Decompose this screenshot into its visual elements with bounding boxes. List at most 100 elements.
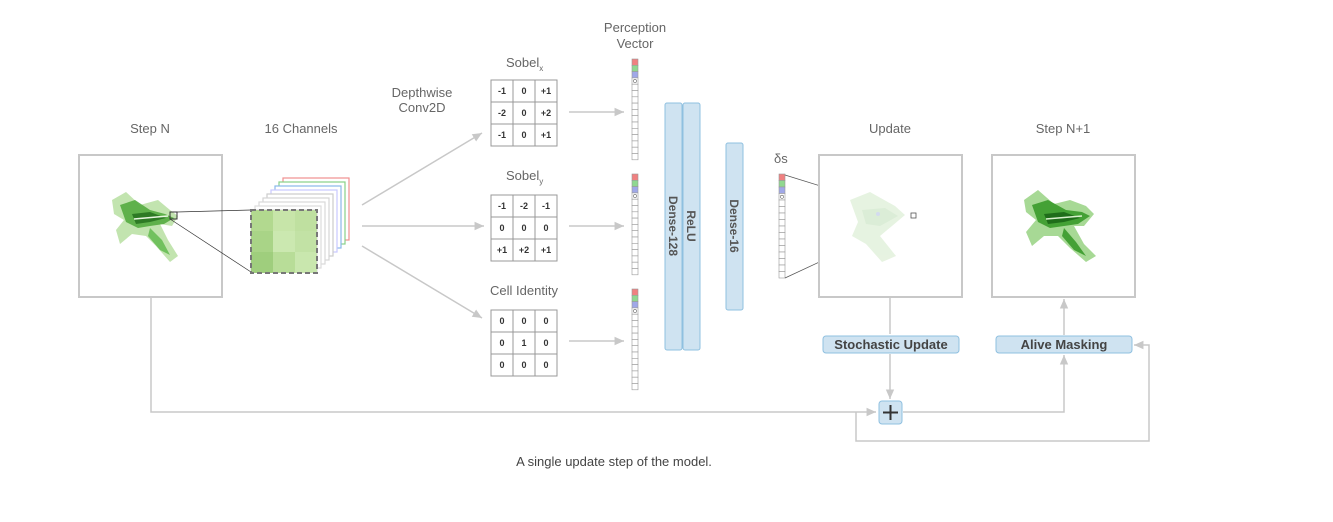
- channel-cell: [295, 231, 317, 252]
- identity-kernel: 0 0 0 0 1 0 0 0 0: [490, 309, 558, 377]
- vector-cell: [631, 332, 639, 340]
- kernel-cell-value: +2: [541, 108, 551, 118]
- kernel-cell-value: 0: [543, 316, 548, 326]
- stochastic-update-label: Stochastic Update: [834, 337, 947, 352]
- vector-cell: [631, 186, 639, 194]
- vector-cell: [631, 383, 639, 391]
- vector-cell: [631, 217, 639, 225]
- kernel-cell-value: 0: [521, 86, 526, 96]
- channel-cell: [295, 210, 317, 231]
- residual-skip-arrow: [150, 298, 876, 417]
- perception-vector: [631, 58, 639, 391]
- vector-cell: [631, 255, 639, 263]
- vector-cell: [778, 186, 786, 194]
- alive-masking-label: Alive Masking: [1021, 337, 1108, 352]
- vector-cell: [778, 199, 786, 207]
- vector-cell: [631, 180, 639, 187]
- vector-cell: [631, 294, 639, 302]
- kernel-cell: [534, 353, 558, 377]
- channel-cell: [295, 252, 317, 273]
- update-label: Update: [869, 121, 911, 136]
- dense-128-layer: [664, 102, 683, 351]
- kernel-cell-value: 0: [499, 338, 504, 348]
- kernel-cell-value: -1: [498, 201, 506, 211]
- alive-masking-button[interactable]: [995, 335, 1133, 354]
- vector-cell: [778, 219, 786, 227]
- vector-cell: [631, 96, 639, 104]
- kernel-cell-value: 0: [499, 316, 504, 326]
- vector-cell: [778, 258, 786, 266]
- kernel-cell-value: 0: [499, 223, 504, 233]
- channel-stack: [250, 177, 350, 274]
- delta-s-label: δs: [774, 151, 788, 166]
- kernel-cell-value: +1: [497, 245, 507, 255]
- vector-cell: [631, 198, 639, 206]
- vector-cell: [631, 77, 639, 85]
- vector-cell: [631, 102, 639, 110]
- perception-label-line2: Vector: [617, 36, 655, 51]
- vector-marker: [633, 194, 637, 198]
- kernel-cell-value: -1: [498, 86, 506, 96]
- vector-cell: [631, 261, 639, 269]
- kernel-cell-value: -1: [542, 201, 550, 211]
- kernel-cell-value: +2: [519, 245, 529, 255]
- figure-caption: A single update step of the model.: [516, 454, 712, 469]
- vector-cell: [631, 345, 639, 353]
- step-n1-lizard-image: [1024, 190, 1096, 262]
- vector-cell: [631, 71, 639, 79]
- vector-cell: [631, 140, 639, 148]
- stochastic-update-button[interactable]: [822, 335, 960, 354]
- sobel-y-kernel: -1 -2 -1 0 0 0 +1 +2 +1: [490, 194, 558, 262]
- step-n-label: Step N: [130, 121, 170, 136]
- dense-16-label: Dense-16: [727, 199, 741, 253]
- vector-cell: [631, 357, 639, 365]
- zoom-line-top: [176, 209, 252, 213]
- vector-cell: [778, 232, 786, 240]
- vector-cell: [631, 351, 639, 359]
- vector-cell: [631, 146, 639, 154]
- depthwise-label-line2: Conv2D: [399, 100, 446, 115]
- sobel-y-label: Sobely: [506, 168, 543, 186]
- vector-cell: [631, 121, 639, 129]
- vector-cell: [631, 173, 639, 181]
- sobel-x-kernel: -1 0 +1 -2 0 +2 -1 0 +1: [490, 79, 558, 147]
- kernel-cell-value: +1: [541, 245, 551, 255]
- vector-cell: [778, 206, 786, 214]
- cell-identity-label: Cell Identity: [490, 283, 558, 298]
- vector-cell: [631, 128, 639, 135]
- channel-cell: [273, 210, 295, 231]
- vector-cell: [631, 326, 639, 334]
- vector-marker: [633, 309, 637, 313]
- vector-cell: [631, 109, 639, 117]
- vector-cell: [778, 264, 786, 272]
- channel-cell: [251, 231, 273, 252]
- arrow-to-sobel-x: [361, 132, 483, 206]
- vector-cell: [631, 370, 639, 378]
- vector-cell: [631, 115, 639, 123]
- kernel-cell-value: 0: [499, 360, 504, 370]
- kernel-cell: [534, 238, 558, 262]
- vector-cell: [631, 307, 639, 315]
- dense-16-layer: [725, 142, 744, 311]
- vector-cell: [631, 65, 639, 72]
- kernel-cell-value: +1: [541, 130, 551, 140]
- vector-cell: [778, 225, 786, 233]
- vector-marker: [780, 194, 784, 199]
- kernel-cell-value: -1: [498, 130, 506, 140]
- delta-s-vector: [778, 173, 786, 279]
- vector-cell: [778, 193, 786, 201]
- vector-cell: [778, 212, 786, 220]
- vector-cell: [631, 249, 639, 257]
- vector-cell: [778, 245, 786, 253]
- step-n-lizard-image: [112, 192, 178, 262]
- vector-cell: [631, 339, 639, 346]
- vector-cell: [631, 364, 639, 372]
- update-residual-image: [850, 192, 905, 262]
- vector-cell: [778, 238, 786, 246]
- vector-cell: [631, 313, 639, 321]
- vector-cell: [631, 230, 639, 238]
- kernel-cell-value: 0: [521, 316, 526, 326]
- depthwise-label-line1: Depthwise: [392, 85, 453, 100]
- vector-cell: [631, 224, 639, 231]
- kernel-cell-value: -2: [498, 108, 506, 118]
